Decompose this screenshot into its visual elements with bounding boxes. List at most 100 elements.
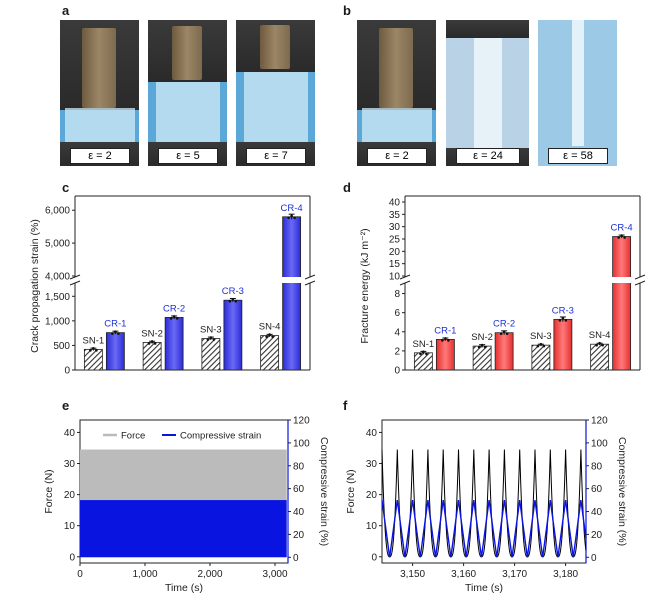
y2-tick-label: 120 xyxy=(591,416,608,427)
cr-bar xyxy=(494,332,514,371)
data-point xyxy=(231,297,235,301)
y-tick-label: 0 xyxy=(64,366,70,377)
y-tick-label: 25 xyxy=(389,235,401,246)
sn-bar xyxy=(472,345,492,371)
data-point xyxy=(95,349,98,352)
data-point xyxy=(419,352,422,356)
x-tick-label: 3,150 xyxy=(400,569,425,580)
panel-label-a: a xyxy=(62,3,70,18)
data-point xyxy=(287,216,290,220)
y-tick-label: 40 xyxy=(366,428,378,439)
bar-label: CR-1 xyxy=(104,319,126,330)
sn-bar xyxy=(201,338,221,371)
photo-b-3: ε = 58 xyxy=(538,20,617,166)
data-point xyxy=(89,349,92,352)
y2-tick-label: 60 xyxy=(293,484,305,495)
y2-tick-label: 80 xyxy=(591,461,603,472)
data-point xyxy=(623,236,626,239)
data-point xyxy=(206,338,210,341)
y-tick-label: 6,000 xyxy=(45,206,70,217)
y2-axis-label: Compressive strain (%) xyxy=(318,437,330,546)
bar-label: SN-3 xyxy=(200,325,222,336)
y2-tick-label: 80 xyxy=(293,461,305,472)
y-tick-label: 20 xyxy=(64,490,76,501)
data-point xyxy=(172,315,176,318)
data-point xyxy=(234,299,238,303)
y2-tick-label: 120 xyxy=(293,416,310,427)
data-point xyxy=(147,342,151,345)
bar-label: SN-4 xyxy=(259,322,281,333)
cr-bar xyxy=(105,332,125,371)
y2-tick-label: 40 xyxy=(591,507,603,518)
sn-bar xyxy=(83,348,103,371)
data-point xyxy=(92,347,95,350)
data-point xyxy=(212,338,216,341)
y-axis-label: Force (N) xyxy=(345,469,357,513)
bar-label: CR-2 xyxy=(163,303,185,314)
data-point xyxy=(444,337,447,340)
y-tick-label: 10 xyxy=(366,521,378,532)
y-tick-label: 1,000 xyxy=(45,316,70,327)
x-tick-label: 2,000 xyxy=(197,569,222,580)
data-point xyxy=(150,340,154,343)
data-point xyxy=(175,317,179,320)
axis-break-mark xyxy=(634,274,646,280)
y-tick-label: 0 xyxy=(69,552,75,563)
data-point xyxy=(561,317,565,320)
data-point xyxy=(480,343,484,347)
panel-label-b: b xyxy=(343,3,351,18)
cr-bar xyxy=(282,216,302,371)
strain-label: ε = 58 xyxy=(548,148,608,164)
photo-b-1: ε = 2 xyxy=(357,20,436,166)
bar-label: SN-2 xyxy=(141,328,163,339)
data-point xyxy=(558,319,562,322)
x-tick-label: 1,000 xyxy=(132,569,157,580)
photo-b-2: ε = 24 xyxy=(446,20,529,166)
y-tick-label: 1,500 xyxy=(45,292,70,303)
y-tick-label: 10 xyxy=(389,272,401,283)
data-point xyxy=(564,319,568,322)
sn-bar xyxy=(590,343,610,371)
x-tick-label: 3,000 xyxy=(262,569,287,580)
y-axis-label: Fracture energy (kJ m⁻²) xyxy=(359,228,371,343)
bar-label: CR-2 xyxy=(493,319,515,330)
data-point xyxy=(539,342,543,346)
y-tick-label: 10 xyxy=(64,521,76,532)
y2-tick-label: 20 xyxy=(591,530,603,541)
data-point xyxy=(447,339,450,342)
y2-tick-label: 40 xyxy=(293,507,305,518)
y2-tick-label: 20 xyxy=(293,530,305,541)
bar-label: SN-1 xyxy=(413,339,435,350)
data-point xyxy=(505,332,509,336)
bar-label: CR-4 xyxy=(281,203,303,214)
data-point xyxy=(268,333,271,336)
y-axis-label: Crack propagation strain (%) xyxy=(29,219,41,353)
panel-label-c: c xyxy=(62,180,70,195)
photo-a-3: ε = 7 xyxy=(236,20,315,166)
chart-c-crack-strain: 0 500 1,000 1,500 4,000 5,000 6,000 Crack propa… xyxy=(29,195,316,377)
axis-break-mark xyxy=(399,280,411,286)
panel-label-f: f xyxy=(343,398,348,413)
cr-bar xyxy=(164,317,184,371)
y-tick-label: 0 xyxy=(394,366,400,377)
y2-tick-label: 100 xyxy=(293,438,310,449)
sn-bar xyxy=(142,342,162,371)
chart-f-force-cycles: 0 10 20 30 40 0 20 40 60 80 100 120 3,150 3,160 3,170 3… xyxy=(345,416,628,595)
force-series-line xyxy=(381,449,587,558)
y-tick-label: 4,000 xyxy=(45,272,70,283)
data-point xyxy=(422,350,425,354)
y-axis-label: Force (N) xyxy=(43,469,55,513)
axis-break-mark xyxy=(69,274,81,280)
data-point xyxy=(271,335,274,338)
data-point xyxy=(601,343,604,347)
cr-bar xyxy=(223,299,243,371)
y-tick-label: 40 xyxy=(64,428,76,439)
cr-bar xyxy=(553,318,573,371)
panel-label-e: e xyxy=(62,398,70,413)
y-tick-label: 500 xyxy=(53,341,70,352)
sn-bar xyxy=(531,344,551,371)
data-point xyxy=(483,345,487,349)
axis-break-mark xyxy=(304,274,316,280)
chart-e-force-long: 0 10 20 30 40 0 20 40 60 80 100 120 0 1,000 2,000 3,000… xyxy=(43,416,330,595)
photo-a-2: ε = 5 xyxy=(148,20,227,166)
